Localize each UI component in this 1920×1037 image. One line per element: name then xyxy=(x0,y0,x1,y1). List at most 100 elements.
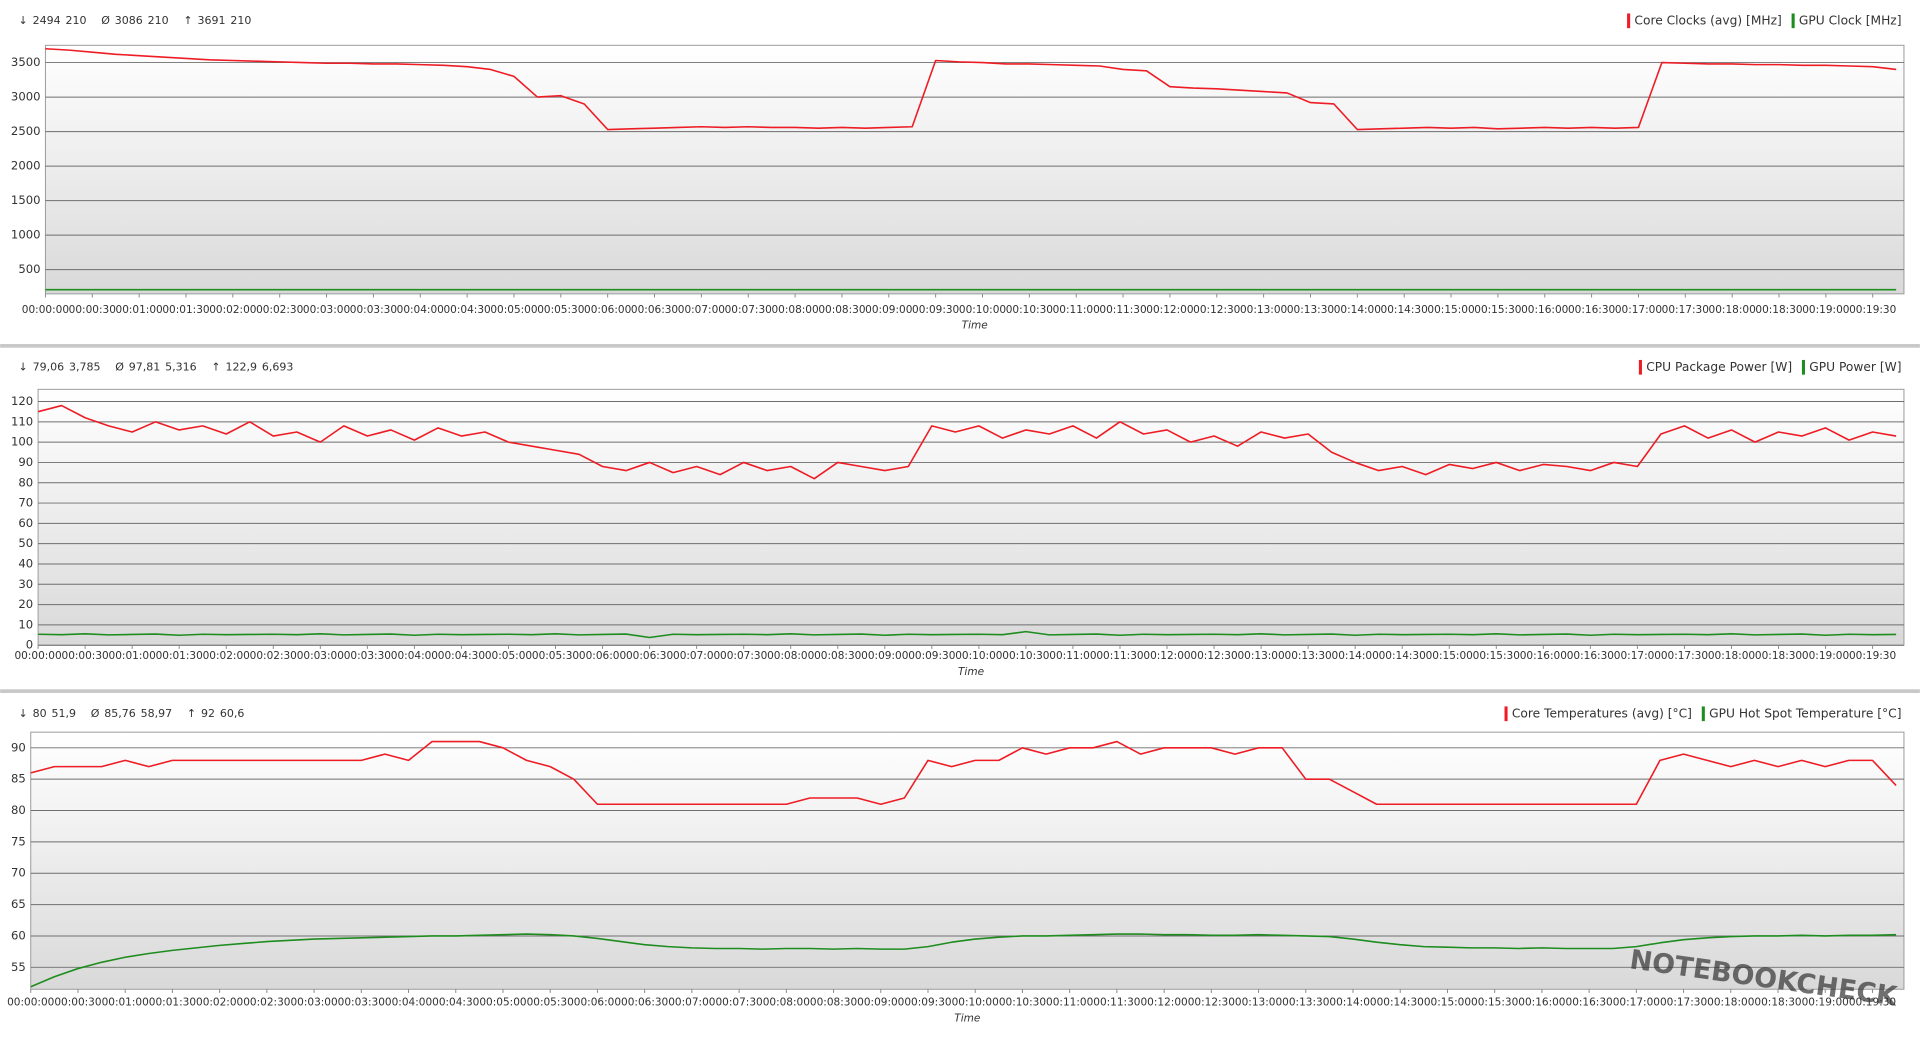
y-tick-label: 90 xyxy=(11,740,26,754)
x-tick-label: 00:16:00 xyxy=(1521,304,1568,316)
plot-area xyxy=(44,44,1905,295)
x-tick-label: 00:01:00 xyxy=(116,304,163,316)
y-tick-label: 120 xyxy=(11,394,33,408)
y-tick-label: 2000 xyxy=(11,159,41,173)
stat-symbol: ↑ xyxy=(211,360,220,373)
y-tick-label: 70 xyxy=(18,496,33,510)
x-tick-label: 00:05:30 xyxy=(537,304,584,316)
stat-value: 79,06 xyxy=(33,360,65,373)
stat-value: 60,6 xyxy=(220,707,245,720)
x-tick-label: 00:07:00 xyxy=(678,304,725,316)
x-tick-label: 00:09:00 xyxy=(865,304,912,316)
plot-area xyxy=(30,731,1905,990)
x-tick-label: 00:07:30 xyxy=(725,304,772,316)
stat-value: 5,316 xyxy=(165,360,197,373)
legend-swatch xyxy=(1801,359,1805,375)
x-tick-label: 00:00:00 xyxy=(22,304,69,316)
x-tick-label: 00:02:30 xyxy=(256,304,303,316)
x-tick-label: 00:01:30 xyxy=(162,304,209,316)
x-tick-label: 00:19:30 xyxy=(1849,650,1896,662)
legend-swatch xyxy=(1627,13,1631,29)
legend-label: GPU Clock [MHz] xyxy=(1799,13,1902,27)
x-tick-label: 00:10:30 xyxy=(999,997,1046,1009)
series-line xyxy=(30,740,1897,806)
x-tick-label: 00:02:00 xyxy=(203,650,250,662)
x-tick-label: 00:17:00 xyxy=(1614,650,1661,662)
stat-value: 58,97 xyxy=(141,707,173,720)
stat-value: 122,9 xyxy=(225,360,256,373)
y-tick-label: 70 xyxy=(11,866,26,880)
x-tick-label: 00:03:00 xyxy=(303,304,350,316)
x-tick-label: 00:10:30 xyxy=(1006,304,1053,316)
x-tick-label: 00:14:00 xyxy=(1329,997,1376,1009)
x-tick-label: 00:10:00 xyxy=(959,304,1006,316)
x-tick-label: 00:04:00 xyxy=(391,650,438,662)
x-tick-label: 00:08:30 xyxy=(810,997,857,1009)
y-tick-label: 60 xyxy=(11,928,26,942)
x-tick-label: 00:15:30 xyxy=(1474,304,1521,316)
y-tick-label: 85 xyxy=(11,772,26,786)
x-tick-label: 00:13:30 xyxy=(1282,997,1329,1009)
x-tick-label: 00:06:00 xyxy=(574,997,621,1009)
x-tick-label: 00:12:30 xyxy=(1188,997,1235,1009)
x-tick-label: 00:17:30 xyxy=(1662,304,1709,316)
x-tick-label: 00:11:30 xyxy=(1099,304,1146,316)
stat-value: 92 xyxy=(201,707,215,720)
x-tick-label: 00:05:00 xyxy=(490,304,537,316)
x-tick-label: 00:00:30 xyxy=(69,304,116,316)
x-tick-label: 00:15:00 xyxy=(1427,304,1474,316)
x-tick-label: 00:05:00 xyxy=(479,997,526,1009)
x-tick-label: 00:03:30 xyxy=(338,997,385,1009)
x-tick-label: 00:18:30 xyxy=(1755,304,1802,316)
x-tick-label: 00:14:00 xyxy=(1334,304,1381,316)
y-tick-label: 20 xyxy=(18,597,33,611)
y-tick-label: 10 xyxy=(18,617,33,631)
y-tick-label: 3500 xyxy=(11,55,41,69)
x-tick-label: 00:09:30 xyxy=(912,304,959,316)
x-tick-label: 00:04:00 xyxy=(397,304,444,316)
x-tick-label: 00:07:30 xyxy=(715,997,762,1009)
stat-value: 85,76 xyxy=(104,707,136,720)
x-tick-label: 00:03:30 xyxy=(350,304,397,316)
x-tick-label: 00:16:30 xyxy=(1568,304,1615,316)
x-tick-label: 00:08:30 xyxy=(814,650,861,662)
stat-value: 2494 xyxy=(33,14,61,27)
stat-value: 210 xyxy=(66,14,87,27)
stat-value: 3691 xyxy=(197,14,225,27)
x-tick-label: 00:17:30 xyxy=(1661,650,1708,662)
y-tick-label: 80 xyxy=(11,803,26,817)
x-tick-label: 00:09:30 xyxy=(908,650,955,662)
legend-swatch xyxy=(1701,706,1705,722)
x-tick-label: 00:02:30 xyxy=(250,650,297,662)
stat-symbol: Ø xyxy=(101,14,110,27)
x-tick-label: 00:08:00 xyxy=(767,650,814,662)
x-tick-label: 00:18:00 xyxy=(1707,997,1754,1009)
x-tick-label: 00:17:30 xyxy=(1660,997,1707,1009)
x-axis-label: Time xyxy=(958,666,984,678)
x-tick-label: 00:12:30 xyxy=(1193,304,1240,316)
x-tick-label: 00:09:30 xyxy=(904,997,951,1009)
x-tick-label: 00:11:00 xyxy=(1049,650,1096,662)
x-tick-label: 00:14:00 xyxy=(1332,650,1379,662)
x-tick-label: 00:04:00 xyxy=(385,997,432,1009)
y-tick-label: 80 xyxy=(18,475,33,489)
stat-symbol: ↓ xyxy=(18,707,27,720)
series-line xyxy=(37,404,1897,480)
x-tick-label: 00:02:00 xyxy=(196,997,243,1009)
x-tick-label: 00:19:30 xyxy=(1849,997,1896,1009)
x-tick-label: 00:06:30 xyxy=(626,650,673,662)
x-tick-label: 00:16:30 xyxy=(1566,997,1613,1009)
x-tick-label: 00:13:00 xyxy=(1240,304,1287,316)
stat-value: 6,693 xyxy=(262,360,294,373)
stat-value: 3,785 xyxy=(69,360,101,373)
x-tick-label: 00:18:00 xyxy=(1709,304,1756,316)
x-tick-label: 00:15:30 xyxy=(1473,650,1520,662)
y-tick-label: 1500 xyxy=(11,193,41,207)
x-tick-label: 00:15:00 xyxy=(1426,650,1473,662)
x-tick-label: 00:00:00 xyxy=(7,997,54,1009)
x-tick-label: 00:10:30 xyxy=(1002,650,1049,662)
series-line xyxy=(38,630,1897,639)
panel-separator xyxy=(0,344,1920,348)
y-tick-label: 110 xyxy=(11,414,33,428)
x-tick-label: 00:10:00 xyxy=(952,997,999,1009)
